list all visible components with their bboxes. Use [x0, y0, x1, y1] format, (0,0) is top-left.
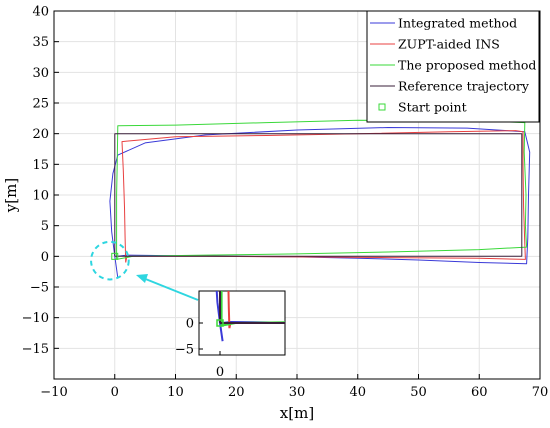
- zoom-arrow-head: [136, 274, 148, 283]
- series-line-reference-trajectory: [114, 133, 523, 257]
- y-tick-label: 0: [41, 250, 49, 265]
- y-tick-label: −5: [30, 281, 49, 296]
- y-tick-label: −15: [22, 342, 49, 357]
- x-tick-label: 70: [532, 385, 549, 400]
- legend-label: Reference trajectory: [398, 79, 530, 94]
- x-tick-label: 40: [349, 385, 366, 400]
- y-axis-label: y[m]: [2, 178, 20, 213]
- zoom-arrow-line: [142, 277, 199, 301]
- y-tick-label: 20: [32, 127, 49, 142]
- legend-box: [366, 10, 540, 123]
- inset-series: [215, 291, 285, 342]
- zoom-annotation: [90, 240, 199, 301]
- inset-x-tick-label: 0: [216, 365, 224, 380]
- y-tick-label: 35: [32, 35, 49, 50]
- y-tick-label: 5: [41, 219, 49, 234]
- legend: Integrated method ZUPT-aided INS The propo…: [366, 10, 540, 123]
- legend-label: Start point: [398, 100, 467, 115]
- x-tick-label: 10: [167, 385, 184, 400]
- series-lines: [109, 119, 531, 278]
- y-tick-label: 15: [32, 158, 49, 173]
- inset-start-point-marker: [216, 319, 224, 327]
- y-tick-label: 10: [32, 189, 49, 204]
- series-line-zupt-aided-ins: [121, 130, 526, 263]
- x-axis-label: x[m]: [280, 404, 314, 422]
- y-tick-label: −10: [22, 311, 49, 326]
- x-tick-label: 50: [410, 385, 427, 400]
- zoom-circle: [90, 240, 130, 281]
- x-tick-label: 30: [289, 385, 306, 400]
- x-tick-label: 20: [228, 385, 245, 400]
- inset-y-tick-label: −5: [175, 343, 194, 358]
- y-tick-label: 40: [32, 5, 49, 20]
- y-axis-ticks: −15 −10 −5 0 5 10 15 20 25 30 35 40: [22, 5, 59, 357]
- start-point-marker: [111, 252, 119, 260]
- x-axis-ticks: −10 0 10 20 30 40 50 60 70: [40, 374, 548, 400]
- legend-label: The proposed method: [398, 58, 536, 73]
- inset-zoom: 0 0 −5: [175, 290, 286, 380]
- y-tick-label: 30: [32, 66, 49, 81]
- series-line-the-proposed-method: [116, 119, 528, 260]
- legend-label: ZUPT-aided INS: [398, 37, 500, 52]
- y-tick-label: 25: [32, 97, 49, 112]
- x-tick-label: 60: [471, 385, 488, 400]
- legend-label: Integrated method: [398, 16, 517, 31]
- x-tick-label: 0: [111, 385, 119, 400]
- legend-swatch: [378, 103, 386, 111]
- x-tick-label: −10: [40, 385, 67, 400]
- inset-y-tick-label: 0: [186, 317, 194, 332]
